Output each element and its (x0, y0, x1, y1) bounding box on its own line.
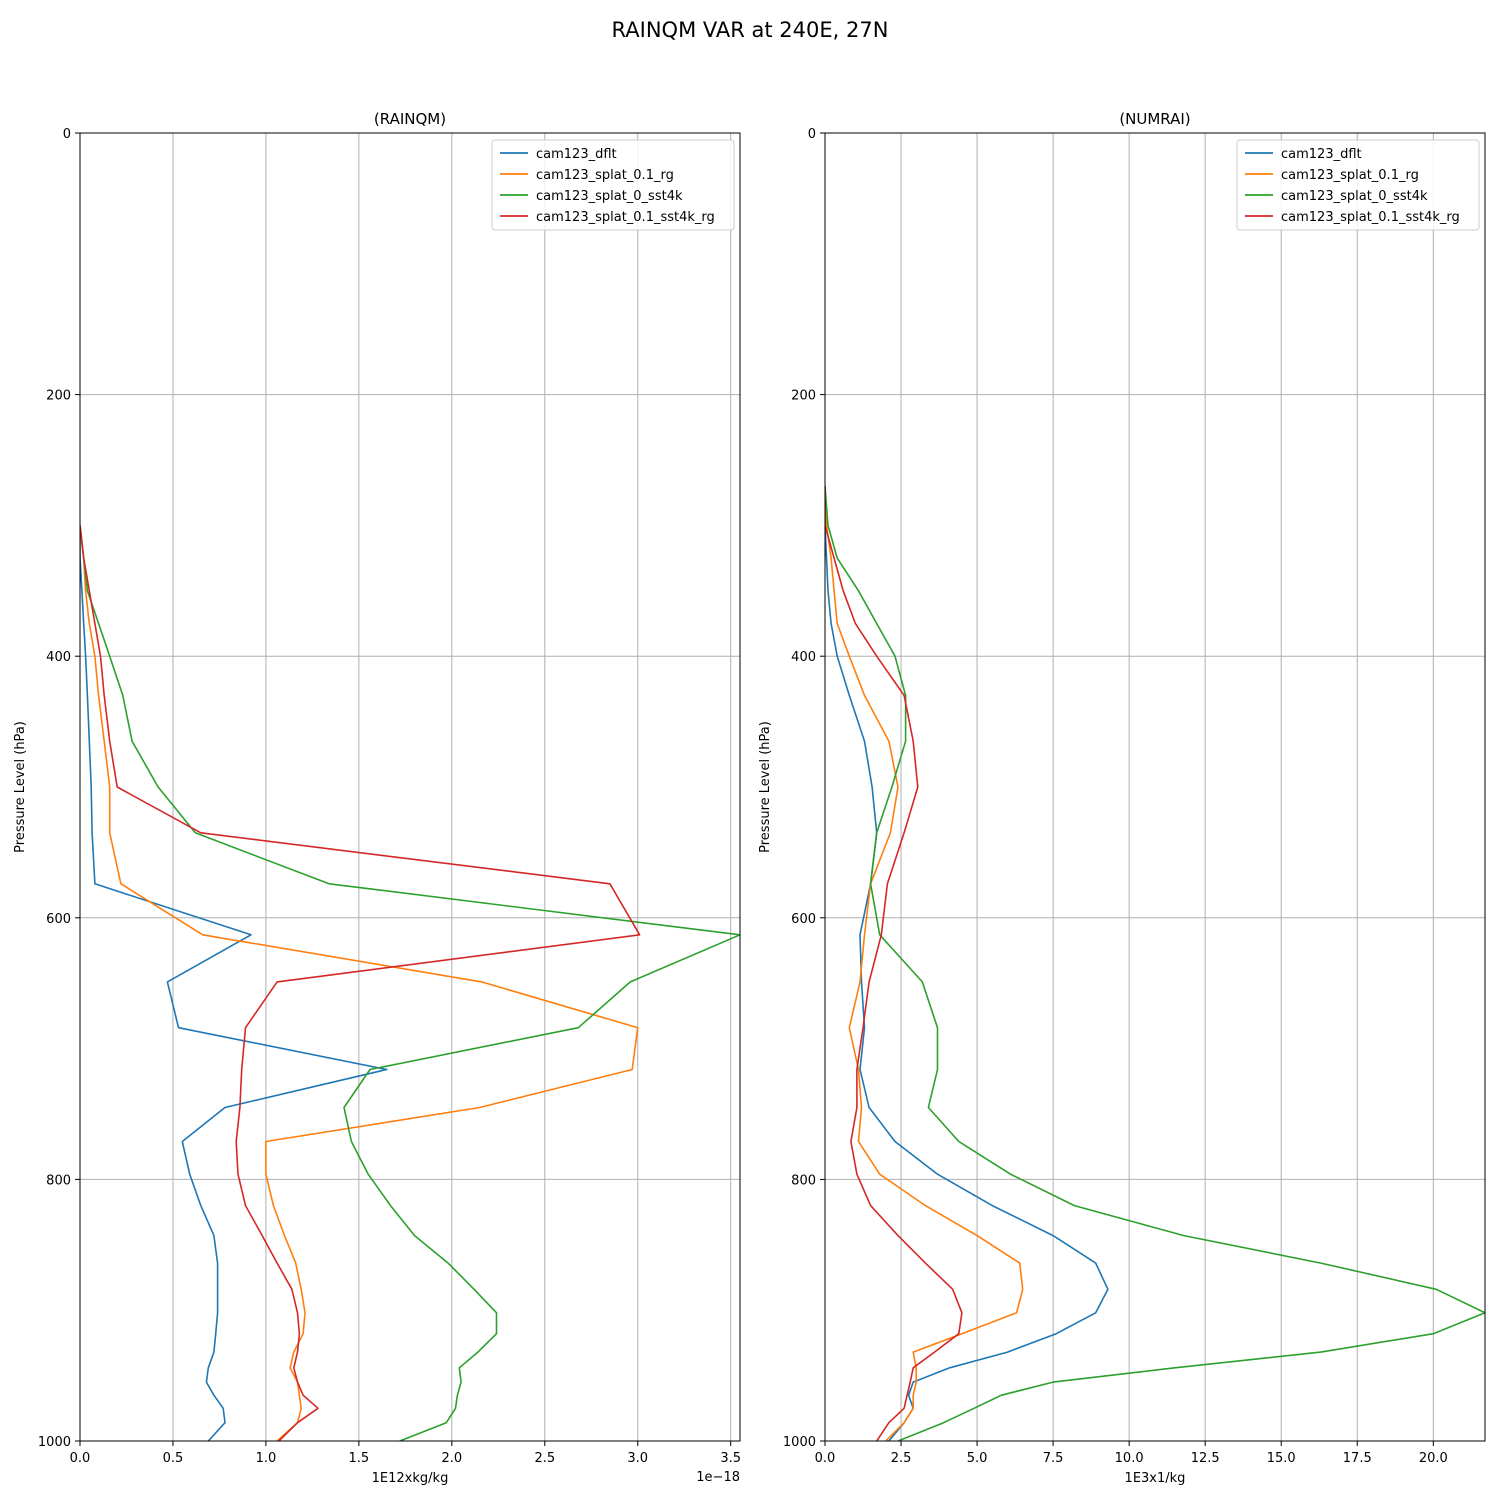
axes-frame (79, 132, 741, 1442)
legend-entry: cam123_splat_0.1_sst4k_rg (1281, 210, 1460, 225)
legend-entry: cam123_splat_0_sst4k (536, 189, 683, 204)
series-group (80, 525, 740, 1441)
legend-entry: cam123_splat_0.1_rg (536, 168, 674, 183)
y-tick-label: 800 (46, 1173, 71, 1188)
y-tick-label: 0 (808, 127, 816, 142)
y-tick-label: 200 (46, 389, 71, 404)
x-tick-label: 3.5 (720, 1451, 741, 1466)
x-tick-label: 1.0 (256, 1451, 277, 1466)
x-axis-label: 1E12xkg/kg (372, 1471, 449, 1486)
plot-area (80, 133, 740, 1441)
x-offset-text: 1e−18 (696, 1470, 740, 1485)
plot-area (825, 133, 1485, 1441)
numrai-panel: 0.0 2.5 5.0 7.5 10.0 12.5 15.0 17.5 20.0 0 200 400 6… (758, 110, 1486, 1486)
x-tick-label: 2.0 (441, 1451, 462, 1466)
panel-title: (RAINQM) (374, 110, 446, 128)
y-axis-label: Pressure Level (hPa) (758, 721, 773, 853)
series-line-cam123_splat_0.1_rg (825, 486, 1024, 1441)
x-tick-label: 20.0 (1419, 1451, 1448, 1466)
legend-entry: cam123_splat_0.1_rg (1281, 168, 1419, 183)
x-tick-label: 0.0 (815, 1451, 836, 1466)
x-tick-label: 2.5 (534, 1451, 555, 1466)
x-tick-label: 7.5 (1043, 1451, 1064, 1466)
series-line-cam123_splat_0.1_sst4k_rg (80, 525, 641, 1441)
legend-entry: cam123_splat_0_sst4k (1281, 189, 1428, 204)
x-tick-label: 3.0 (627, 1451, 648, 1466)
y-tick-label: 400 (791, 650, 816, 665)
x-tick-label: 1.5 (349, 1451, 370, 1466)
rainqm-panel: 0.0 0.5 1.0 1.5 2.0 2.5 3.0 3.5 0 200 400 600 800 100… (13, 110, 741, 1486)
legend-entry: cam123_dflt (536, 147, 617, 162)
y-tick-label: 800 (791, 1173, 816, 1188)
series-group (825, 486, 1485, 1441)
x-tick-label: 5.0 (967, 1451, 988, 1466)
y-tick-label: 600 (46, 912, 71, 927)
x-tick-label: 0.5 (163, 1451, 184, 1466)
x-tick-label: 0.0 (70, 1451, 91, 1466)
y-tick-label: 1000 (783, 1435, 816, 1450)
x-tick-label: 2.5 (891, 1451, 912, 1466)
series-line-cam123_splat_0.1_rg (80, 525, 639, 1441)
series-line-cam123_splat_0.1_sst4k_rg (825, 486, 963, 1441)
y-tick-label: 200 (791, 389, 816, 404)
y-tick-label: 0 (63, 127, 71, 142)
axes-frame (824, 132, 1486, 1442)
series-line-cam123_dflt (80, 525, 388, 1441)
x-tick-label: 17.5 (1343, 1451, 1372, 1466)
y-tick-label: 400 (46, 650, 71, 665)
figure-suptitle: RAINQM VAR at 240E, 27N (612, 18, 889, 42)
y-tick-label: 600 (791, 912, 816, 927)
series-line-cam123_dflt (825, 486, 1109, 1441)
y-axis-label: Pressure Level (hPa) (13, 721, 28, 853)
x-tick-label: 10.0 (1115, 1451, 1144, 1466)
x-tick-label: 12.5 (1191, 1451, 1220, 1466)
series-line-cam123_splat_0_sst4k (80, 525, 740, 1441)
legend-box (491, 139, 735, 231)
y-tick-label: 1000 (38, 1435, 71, 1450)
legend-entry: cam123_splat_0.1_sst4k_rg (536, 210, 715, 225)
panel-title: (NUMRAI) (1119, 110, 1190, 128)
legend-entry: cam123_dflt (1281, 147, 1362, 162)
x-tick-label: 15.0 (1267, 1451, 1296, 1466)
series-line-cam123_splat_0_sst4k (825, 486, 1485, 1441)
x-axis-label: 1E3x1/kg (1125, 1471, 1186, 1486)
legend-box (1236, 139, 1480, 231)
